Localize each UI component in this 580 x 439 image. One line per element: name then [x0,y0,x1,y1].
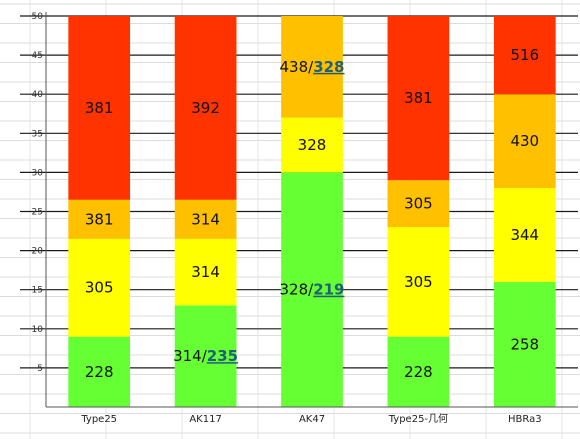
segment-label: 516 [510,46,539,64]
bar-segment [387,16,450,181]
x-axis: Type25 AK117 AK47 Type25-几何 HBRa3 [46,406,578,425]
bar-HBRa3: 258 344 430 516 [493,16,556,407]
segment-label: 228 [85,363,114,381]
segment-label-value: 381 [404,89,433,107]
segment-label: 392 [191,99,220,117]
bar-segment [493,188,556,282]
segment-label: 305 [404,195,433,213]
segment-label-value: 328/ [280,281,315,299]
x-category-label: AK47 [299,414,325,425]
segment-label-value: 305 [404,273,433,291]
y-tick-label: 45 [32,51,43,61]
bar-segment [387,180,450,228]
segment-label-value: 381 [85,210,114,228]
bar-segment [281,16,343,118]
segment-label-value: 314/ [173,347,208,365]
segment-label: 328 [298,136,327,154]
x-category-label: HBRa3 [508,414,542,425]
segment-label: 314/235 [173,347,238,365]
bar-segment [281,172,343,407]
bar-segment [387,227,450,337]
y-tick-label: 5 [37,364,43,374]
segment-label-value: 314 [191,263,220,281]
segment-label-value: 305 [404,195,433,213]
segment-label-value: 228 [85,363,114,381]
bar-segment [68,16,131,200]
x-category-label: AK117 [189,414,222,425]
y-tick-label: 15 [32,286,43,296]
segment-label: 328/219 [280,281,345,299]
segment-label: 381 [85,99,114,117]
segment-label-value: 328 [298,136,327,154]
bar-segment [68,336,131,407]
segment-label-value: 258 [510,335,539,353]
y-tick-label: 40 [32,90,44,100]
segment-label: 381 [404,89,433,107]
segment-label: 314 [191,263,220,281]
segment-label: 438/328 [280,58,345,76]
bars: 228305381381314/235314314392328/21932843… [68,16,556,407]
segment-label-value: 438/ [280,58,315,76]
y-tick-label: 25 [32,208,43,218]
segment-label: 430 [510,132,539,150]
bar-Type25-几何: 228 305 305 381 [387,16,450,407]
bar-Type25: 228 305 381 381 [68,16,131,407]
segment-label: 381 [85,210,114,228]
bar-segment [68,199,131,239]
segment-label-value: 430 [510,132,539,150]
bar-segment [174,199,237,239]
y-tick-label: 30 [32,168,44,178]
segment-label: 305 [85,279,114,297]
segment-label-value: 228 [404,363,433,381]
bar-segment [493,16,556,95]
bar-segment [281,117,343,173]
segment-label: 344 [510,226,539,244]
segment-label: 258 [510,335,539,353]
bar-AK117: 314/235 314 314 392 [173,16,238,407]
bar-segment [174,238,237,306]
segment-label-value: 381 [85,99,114,117]
segment-label: 305 [404,273,433,291]
y-axis: 5 10 15 20 25 30 35 40 45 50 [32,12,47,407]
segment-label-value: 344 [510,226,539,244]
segment-label: 228 [404,363,433,381]
x-category-label: Type25 [80,414,117,425]
bar-segment [387,336,450,407]
bar-segment [68,238,131,337]
y-tick-label: 50 [32,12,44,22]
segment-label-value: 392 [191,99,220,117]
bar-segment [493,94,556,189]
segment-label-emphasis: 328 [313,58,344,76]
x-category-label: Type25-几何 [388,412,448,425]
segment-label: 314 [191,210,220,228]
bar-segment [174,16,237,200]
y-tick-label: 10 [32,325,44,335]
y-tick-label: 35 [32,129,43,139]
bar-segment [493,281,556,407]
segment-label-emphasis: 235 [207,347,238,365]
segment-label-value: 305 [85,279,114,297]
segment-label-value: 314 [191,210,220,228]
y-tick-label: 20 [32,247,44,257]
segment-label-emphasis: 219 [313,281,344,299]
segment-label-value: 516 [510,46,539,64]
bar-segment [174,305,237,407]
